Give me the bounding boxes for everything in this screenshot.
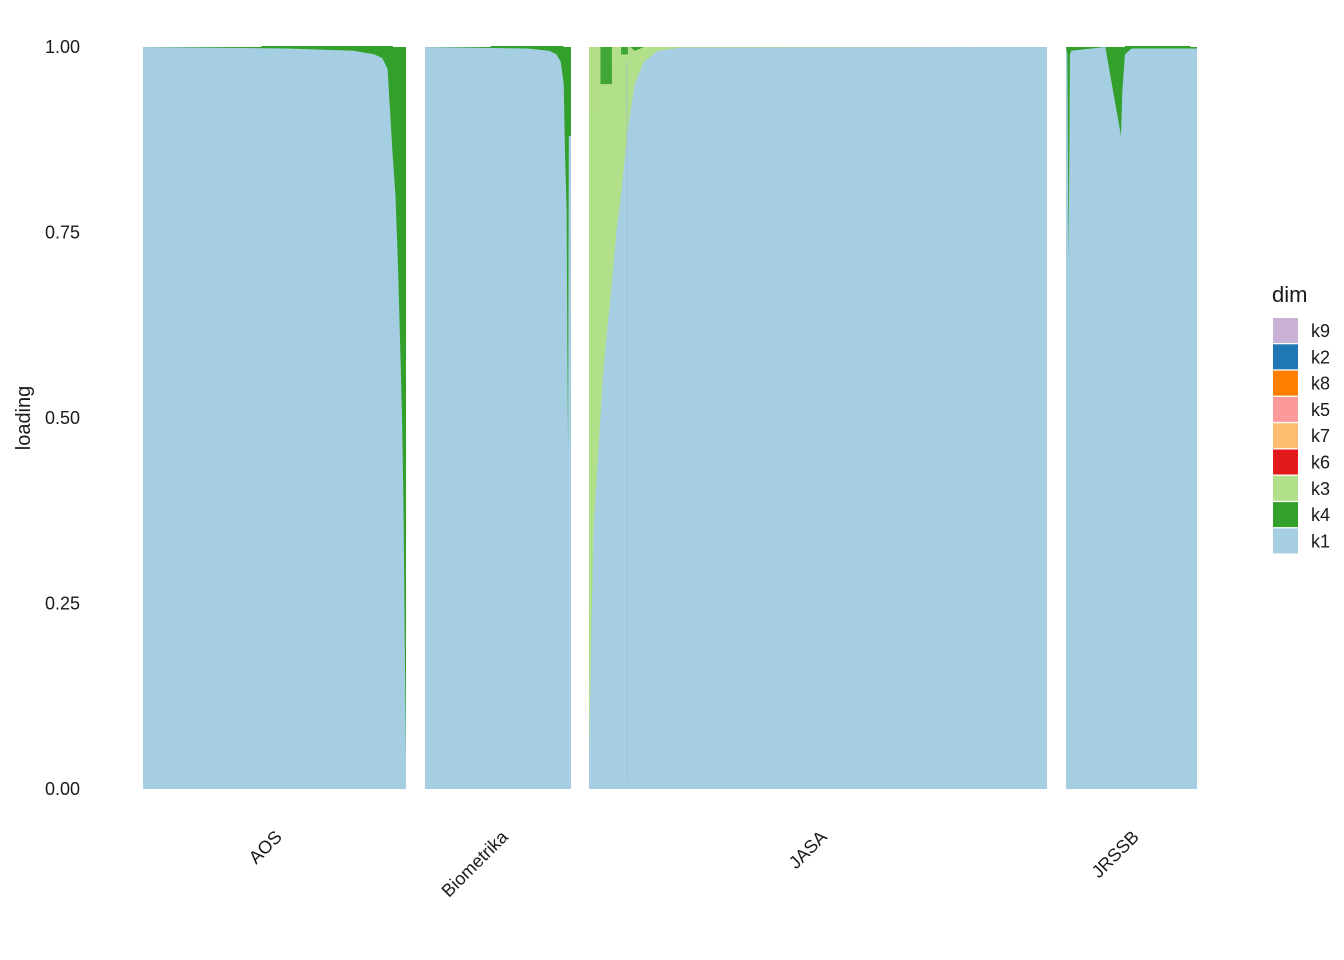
legend-label-k7: k7 <box>1311 426 1330 446</box>
bar-top-strip <box>490 46 564 48</box>
x-tick-label-jrssb: JRSSB <box>1088 827 1143 882</box>
facet-aos <box>143 46 406 789</box>
bar-streak <box>621 47 628 55</box>
y-tick-label: 0.00 <box>45 779 80 799</box>
legend-label-k4: k4 <box>1311 505 1330 525</box>
y-tick-label: 0.75 <box>45 223 80 243</box>
bar-streak <box>611 47 622 62</box>
y-tick-label: 0.50 <box>45 408 80 428</box>
legend-label-k5: k5 <box>1311 400 1330 420</box>
bar-k1-aos <box>143 47 406 789</box>
legend-label-k6: k6 <box>1311 453 1330 473</box>
y-tick-label: 1.00 <box>45 37 80 57</box>
legend-label-k1: k1 <box>1311 531 1330 551</box>
legend-swatch-k2 <box>1273 344 1298 370</box>
bar-k1-jasa-top <box>589 47 1047 789</box>
y-axis-title: loading <box>13 386 35 451</box>
legend-swatch-k5 <box>1273 396 1298 422</box>
legend-title: dim <box>1272 282 1307 307</box>
bar-top-strip <box>1124 46 1191 48</box>
legend-label-k8: k8 <box>1311 374 1330 394</box>
x-axis: AOS Biometrika JASA JRSSB <box>245 826 1143 901</box>
x-tick-label-jasa: JASA <box>785 827 831 873</box>
legend-label-k3: k3 <box>1311 479 1330 499</box>
facet-jasa <box>589 47 1047 789</box>
y-tick-label: 0.25 <box>45 594 80 614</box>
bar-streak <box>589 47 601 114</box>
bar-streak <box>600 47 612 85</box>
bar-k1-biometrika <box>425 47 571 789</box>
x-tick-label-aos: AOS <box>245 827 286 868</box>
legend-swatch-k9 <box>1273 318 1298 343</box>
legend-label-k9: k9 <box>1311 321 1330 341</box>
bar-top-strip <box>261 46 393 48</box>
bar-k1-jrssb <box>1066 47 1197 789</box>
legend-swatch-k4 <box>1273 502 1298 528</box>
legend-swatch-k3 <box>1273 475 1298 501</box>
legend-swatch-k6 <box>1273 449 1298 475</box>
facet-panels <box>143 46 1197 789</box>
legend-swatch-k8 <box>1273 370 1298 396</box>
y-axis: 0.00 0.25 0.50 0.75 1.00 <box>45 37 80 799</box>
legend-label-k2: k2 <box>1311 347 1330 367</box>
legend-swatch-k7 <box>1273 423 1298 449</box>
legend-swatch-k1 <box>1273 528 1298 554</box>
facet-biometrika <box>425 46 571 789</box>
x-tick-label-biometrika: Biometrika <box>438 826 513 901</box>
facet-jrssb <box>1066 46 1197 789</box>
